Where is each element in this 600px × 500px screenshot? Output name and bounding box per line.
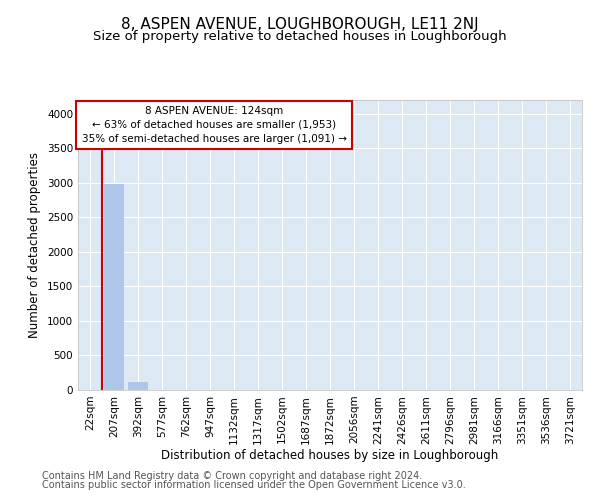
Text: 8, ASPEN AVENUE, LOUGHBOROUGH, LE11 2NJ: 8, ASPEN AVENUE, LOUGHBOROUGH, LE11 2NJ <box>121 18 479 32</box>
Bar <box>128 382 148 390</box>
Bar <box>104 184 124 390</box>
Text: 8 ASPEN AVENUE: 124sqm
← 63% of detached houses are smaller (1,953)
35% of semi-: 8 ASPEN AVENUE: 124sqm ← 63% of detached… <box>82 106 347 144</box>
Text: Contains HM Land Registry data © Crown copyright and database right 2024.: Contains HM Land Registry data © Crown c… <box>42 471 422 481</box>
Text: Contains public sector information licensed under the Open Government Licence v3: Contains public sector information licen… <box>42 480 466 490</box>
X-axis label: Distribution of detached houses by size in Loughborough: Distribution of detached houses by size … <box>161 449 499 462</box>
Y-axis label: Number of detached properties: Number of detached properties <box>28 152 41 338</box>
Text: Size of property relative to detached houses in Loughborough: Size of property relative to detached ho… <box>93 30 507 43</box>
